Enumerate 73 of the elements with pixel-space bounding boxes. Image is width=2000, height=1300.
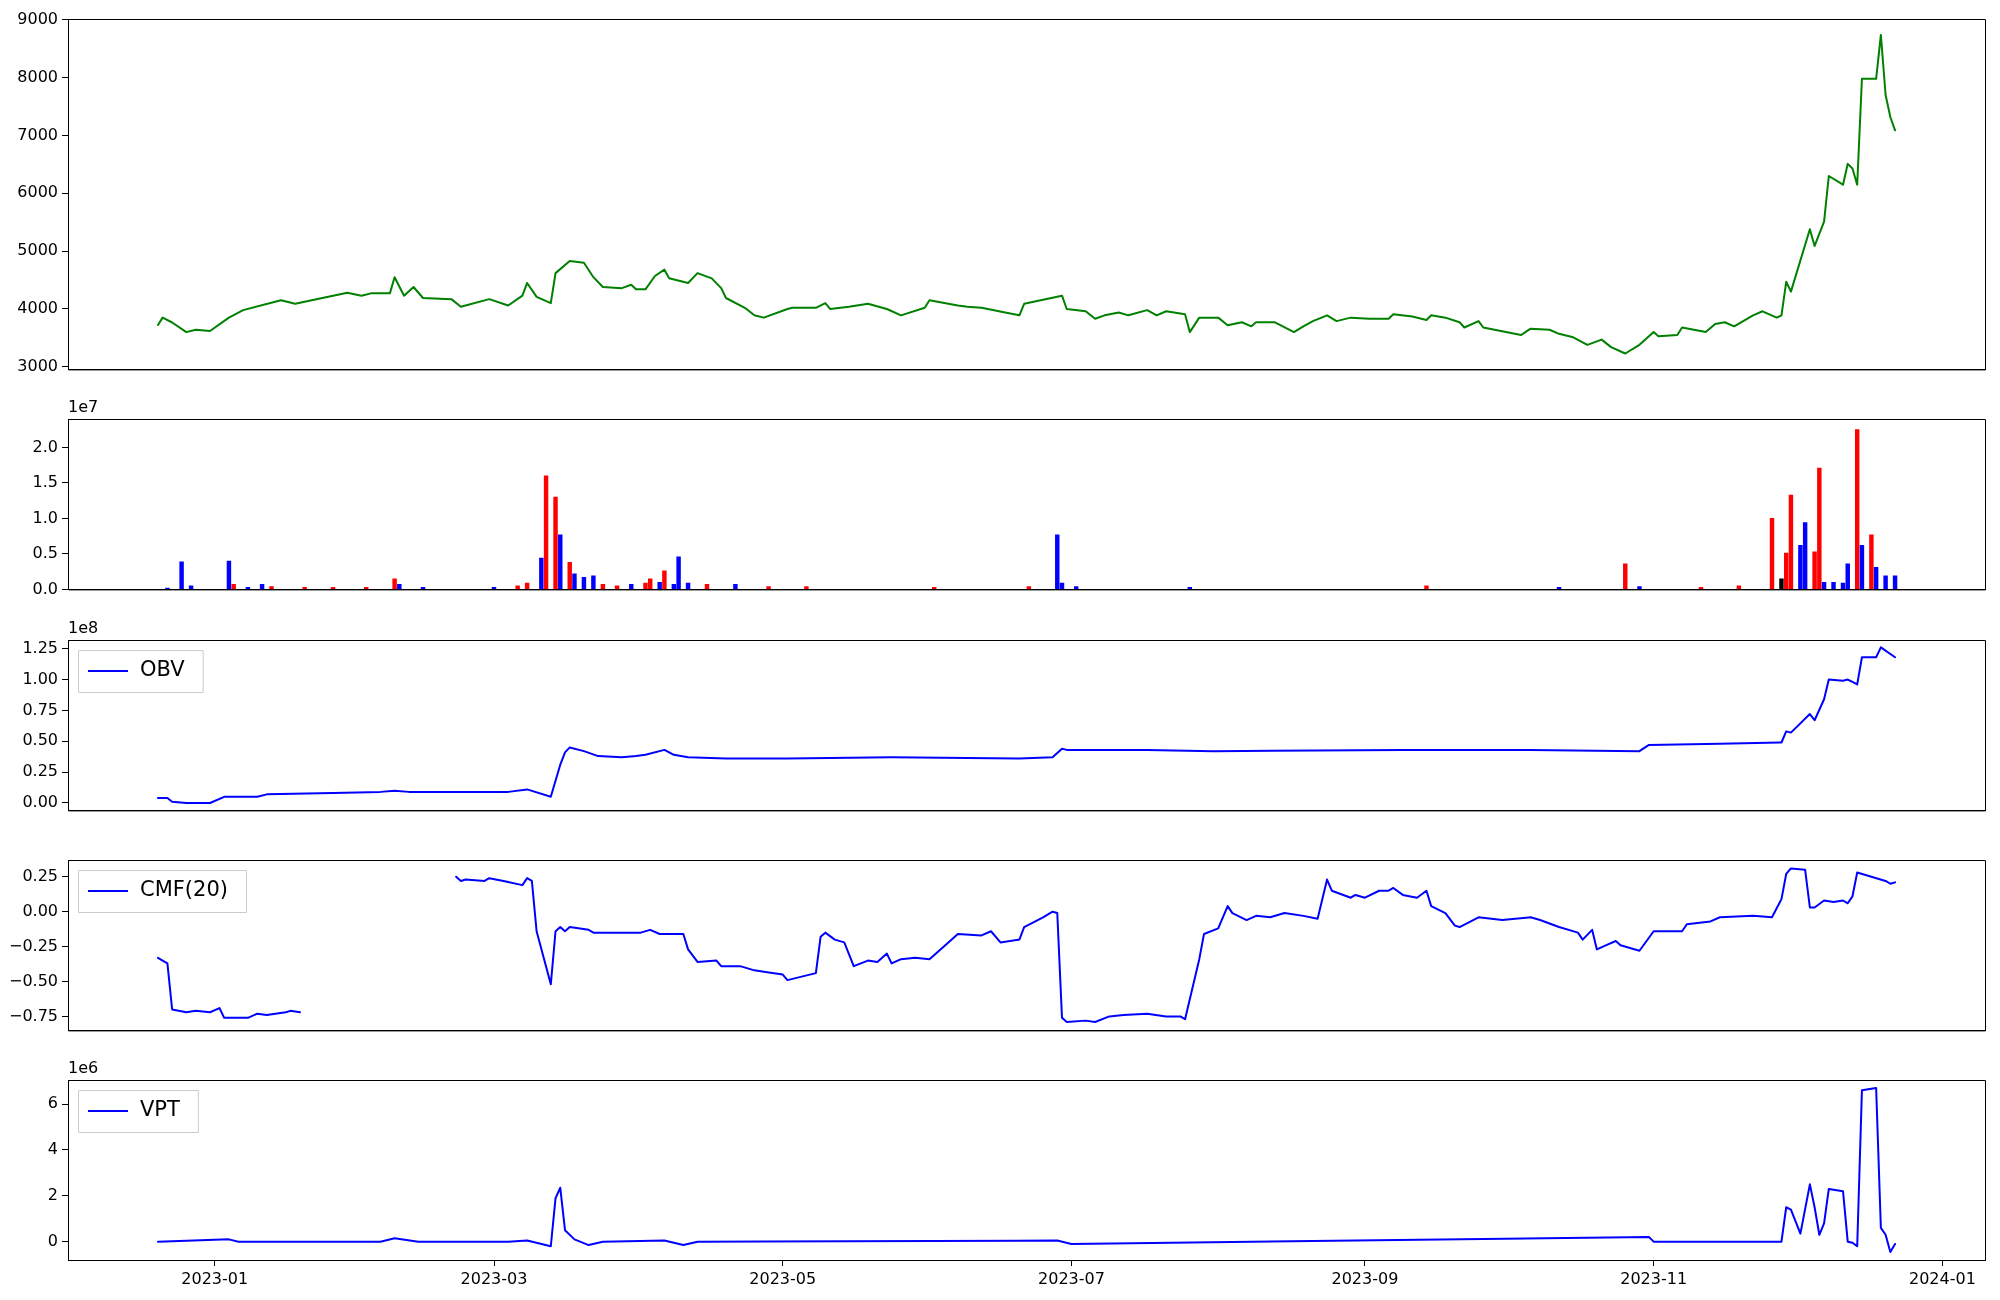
bar — [543, 475, 549, 590]
y-tick-label: 0.00 — [22, 792, 58, 812]
bar — [804, 586, 809, 590]
bar — [1637, 586, 1642, 590]
y-tick-label: −0.25 — [8, 935, 58, 955]
y-tick-label: 1.5 — [32, 472, 58, 492]
x-tick-label: 2023-11 — [1620, 1268, 1688, 1288]
bar — [392, 578, 397, 590]
x-tick-label: 2023-05 — [749, 1268, 817, 1288]
bar — [643, 582, 648, 590]
y-tick-label: 0.00 — [22, 900, 58, 920]
legend-label: CMF(20) — [140, 877, 228, 902]
y-tick-label: 5000 — [17, 240, 58, 260]
bar — [766, 586, 771, 590]
y-tick-label: 8000 — [17, 66, 58, 86]
y-tick-label: 0.50 — [22, 730, 58, 750]
y-tick-label: 1.00 — [22, 668, 58, 688]
bar — [539, 557, 544, 590]
x-tick-label: 2023-03 — [460, 1268, 528, 1288]
bar — [1055, 534, 1060, 590]
y-tick-label: 3000 — [17, 355, 58, 375]
bar — [553, 496, 558, 590]
bar — [1883, 575, 1888, 590]
y-tick-label: 7000 — [17, 124, 58, 144]
bar — [302, 586, 307, 590]
legend-label: VPT — [140, 1097, 181, 1122]
y-axis-title: 1e8 — [68, 618, 99, 638]
y-tick-label: 9000 — [17, 9, 58, 29]
bar — [558, 534, 563, 590]
y-tick-label: 0.25 — [22, 865, 58, 885]
bar — [1073, 586, 1079, 590]
bar — [662, 570, 667, 590]
bar — [647, 578, 653, 590]
bar — [572, 573, 577, 590]
bar — [591, 575, 596, 590]
bar — [1802, 522, 1808, 590]
bar — [1854, 429, 1860, 590]
bar — [1869, 534, 1874, 590]
bar — [1769, 518, 1775, 590]
bar — [1424, 585, 1429, 590]
y-tick-label: 0.0 — [32, 578, 58, 598]
y-axis-title: 1e7 — [68, 397, 99, 417]
x-tick-label: 2023-01 — [181, 1268, 249, 1288]
bar — [1859, 545, 1865, 590]
bar — [269, 586, 274, 590]
legend-label: OBV — [140, 657, 186, 682]
y-tick-label: −0.75 — [8, 1005, 58, 1025]
y-tick-label: 6 — [47, 1093, 58, 1113]
bar — [231, 584, 236, 590]
y-tick-label: 2.0 — [32, 436, 58, 456]
y-tick-label: 0 — [47, 1230, 58, 1250]
y-tick-label: 1.25 — [22, 637, 58, 657]
y-tick-label: 0.75 — [22, 699, 58, 719]
y-tick-label: 4 — [47, 1139, 58, 1159]
bar — [676, 556, 681, 590]
y-tick-label: 4000 — [17, 298, 58, 318]
x-tick-label: 2023-09 — [1331, 1268, 1399, 1288]
bar — [657, 581, 662, 590]
y-tick-label: 2 — [47, 1184, 58, 1204]
bar — [1831, 581, 1836, 590]
x-tick-label: 2024-01 — [1908, 1268, 1976, 1288]
x-tick-label: 2023-07 — [1038, 1268, 1105, 1288]
y-tick-label: 0.5 — [32, 543, 58, 563]
y-tick-label: −0.50 — [8, 970, 58, 990]
bar — [1026, 586, 1032, 590]
y-tick-label: 1.0 — [32, 507, 58, 527]
bar — [515, 585, 520, 590]
bar — [179, 561, 184, 590]
bar — [397, 584, 402, 590]
y-tick-label: 6000 — [17, 182, 58, 202]
bar — [733, 584, 738, 590]
y-tick-label: 0.25 — [22, 761, 58, 781]
y-axis-title: 1e6 — [68, 1058, 99, 1078]
